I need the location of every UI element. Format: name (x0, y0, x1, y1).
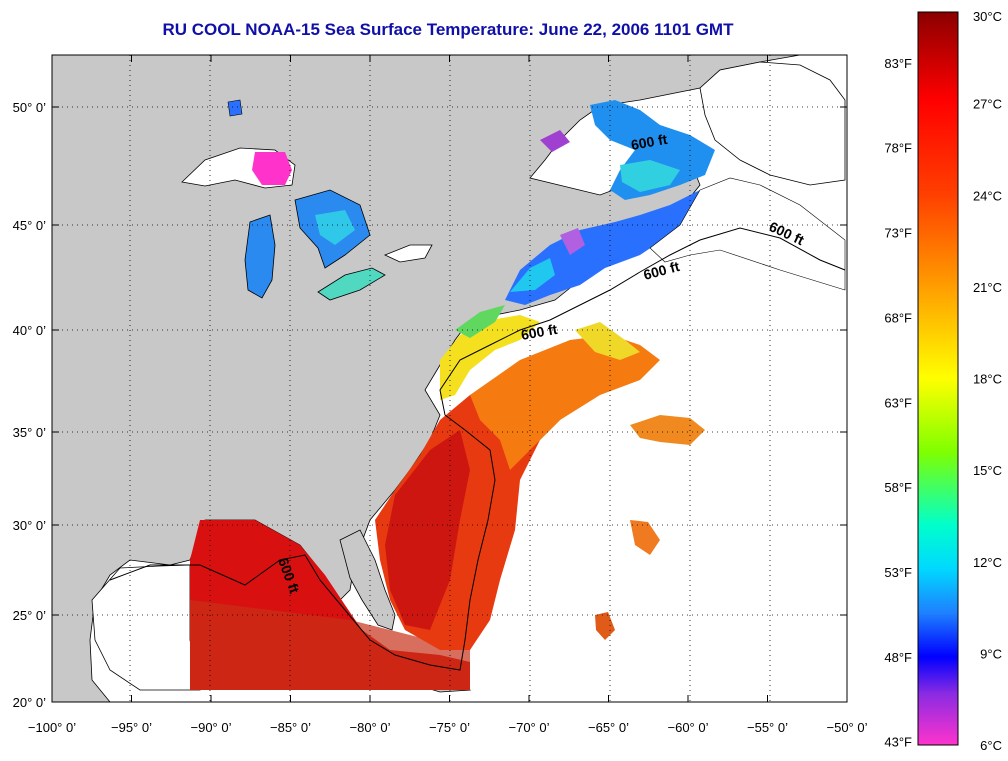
atlantic-sst-orange (470, 335, 660, 470)
colorbar (917, 11, 959, 746)
y-tick-label: 35° 0’ (13, 425, 47, 440)
offshore-patch-3 (595, 612, 615, 640)
colorbar-fahrenheit-label: 83°F (884, 56, 912, 71)
gulf-of-maine-sst (505, 190, 715, 305)
colorbar-celsius-label: 9°C (980, 646, 1002, 661)
y-tick-label: 30° 0’ (13, 518, 47, 533)
florida-land (339, 529, 396, 631)
newfoundland-no-data (699, 61, 846, 186)
offshore-patch-2 (630, 520, 660, 555)
contour-label-gulf-st-lawrence: 600 ft (630, 131, 669, 153)
colorbar-fahrenheit-label: 68°F (884, 310, 912, 325)
x-tick-label: −50° 0’ (827, 720, 868, 735)
y-axis: 20° 0’ 25° 0’ 30° 0’ 35° 0’ 40° 0’ 45° 0’ 50° … (13, 100, 847, 710)
colorbar-fahrenheit-labels: 83°F 78°F 73°F 68°F 63°F 58°F 53°F 48°F 43°F (884, 56, 912, 750)
colorbar-fahrenheit-label: 48°F (884, 650, 912, 665)
offshore-patch-1 (630, 415, 705, 445)
y-tick-label: 45° 0’ (13, 218, 47, 233)
colorbar-celsius-labels: 30°C 27°C 24°C 21°C 18°C 15°C 12°C 9°C 6°C (973, 9, 1002, 753)
x-tick-label: −100° 0’ (28, 720, 76, 735)
x-tick-label: −95° 0’ (111, 720, 152, 735)
lake-superior-sst (252, 152, 292, 185)
x-tick-label: −90° 0’ (191, 720, 232, 735)
contour-label-midatlantic: 600 ft (520, 321, 559, 343)
colorbar-celsius-label: 30°C (973, 9, 1002, 24)
y-tick-label: 40° 0’ (13, 323, 47, 338)
lake-huron-cyan (315, 210, 355, 245)
x-tick-label: −55° 0’ (747, 720, 788, 735)
lake-erie (317, 267, 386, 301)
colorbar-fahrenheit-label: 63°F (884, 395, 912, 410)
colorbar-celsius-label: 12°C (973, 555, 1002, 570)
map-title: RU COOL NOAA-15 Sea Surface Temperature:… (162, 20, 734, 39)
colorbar-celsius-label: 27°C (973, 97, 1002, 112)
x-tick-label: −80° 0’ (350, 720, 391, 735)
lake-nipigon (227, 99, 243, 117)
colorbar-celsius-label: 24°C (973, 188, 1002, 203)
st-lawrence-purple (540, 130, 570, 152)
x-axis: −100° 0’ −95° 0’ −90° 0’ −85° 0’ −80° 0’ −75°… (28, 55, 868, 735)
x-tick-label: −65° 0’ (588, 720, 629, 735)
nova-scotia-no-data (649, 177, 846, 291)
colorbar-celsius-label: 21°C (973, 280, 1002, 295)
x-tick-label: −70° 0’ (509, 720, 550, 735)
nova-scotia-purple (560, 228, 585, 255)
cape-cod-cyan (510, 258, 555, 292)
colorbar-fahrenheit-label: 43°F (884, 735, 912, 750)
colorbar-celsius-label: 6°C (980, 738, 1002, 753)
colorbar-fahrenheit-label: 58°F (884, 480, 912, 495)
gulf-st-lawrence-cyan (620, 160, 680, 192)
y-tick-label: 20° 0’ (13, 695, 47, 710)
x-tick-label: −85° 0’ (270, 720, 311, 735)
slope-water-yellow (575, 322, 640, 360)
colorbar-fahrenheit-label: 53°F (884, 565, 912, 580)
y-tick-label: 50° 0’ (13, 100, 47, 115)
y-tick-label: 25° 0’ (13, 608, 47, 623)
x-tick-label: −60° 0’ (668, 720, 709, 735)
colorbar-celsius-label: 15°C (973, 463, 1002, 478)
lake-michigan (244, 214, 276, 299)
x-tick-label: −75° 0’ (429, 720, 470, 735)
isobath-600ft (109, 227, 846, 671)
mid-atlantic-sst (440, 315, 540, 400)
colorbar-fahrenheit-label: 73°F (884, 226, 912, 241)
colorbar-fahrenheit-label: 78°F (884, 141, 912, 156)
colorbar-celsius-label: 18°C (973, 372, 1002, 387)
lake-ontario (383, 244, 433, 263)
atlantic-sst-deepred (385, 430, 470, 630)
gulf-sst-streaks (190, 600, 470, 690)
